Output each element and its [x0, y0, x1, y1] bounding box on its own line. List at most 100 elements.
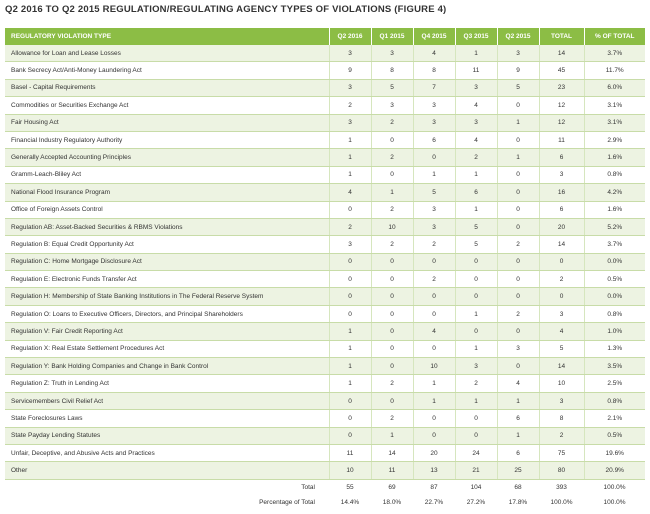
value-cell: 0.0%	[584, 253, 645, 272]
value-cell: 0	[413, 305, 456, 324]
footer-value: 55	[329, 479, 371, 495]
table-row: Other 10 11 13 21 25 80 20.9%	[5, 461, 645, 480]
value-cell: 0	[413, 409, 456, 428]
value-cell: 0	[413, 253, 456, 272]
value-cell: 2	[329, 218, 372, 237]
value-cell: 8	[413, 61, 456, 80]
value-cell: 1	[371, 427, 414, 445]
value-cell: 1	[455, 45, 498, 63]
value-cell: 11	[329, 444, 372, 463]
footer-value: 69	[371, 479, 413, 495]
value-cell: 6	[497, 444, 540, 463]
value-cell: 6	[455, 183, 498, 202]
value-cell: 0	[329, 409, 372, 428]
value-cell: 13	[413, 461, 456, 480]
value-cell: 4	[539, 322, 585, 341]
value-cell: 9	[329, 61, 372, 80]
value-cell: 0	[497, 357, 540, 376]
column-header: Q2 2015	[497, 28, 540, 45]
value-cell: 0	[455, 270, 498, 289]
value-cell: 1	[329, 166, 372, 185]
value-cell: 0	[539, 253, 585, 272]
page-title: Q2 2016 TO Q2 2015 REGULATION/REGULATING…	[5, 4, 447, 15]
table-row: Regulation X: Real Estate Settlement Pro…	[5, 340, 645, 359]
value-cell: 6	[413, 131, 456, 150]
value-cell: 45	[539, 61, 585, 80]
footer-value: 100.0%	[539, 494, 584, 510]
value-cell: 14	[539, 235, 585, 254]
value-cell: 14	[539, 357, 585, 376]
table-row: State Foreclosures Laws 0 2 0 0 6 8 2.1%	[5, 409, 645, 428]
value-cell: 3.1%	[584, 96, 645, 115]
violation-type-cell: Regulation V: Fair Credit Reporting Act	[5, 322, 330, 341]
value-cell: 3	[497, 340, 540, 359]
value-cell: 0	[455, 287, 498, 306]
violation-type-cell: Commodities or Securities Exchange Act	[5, 96, 330, 115]
value-cell: 2	[413, 270, 456, 289]
value-cell: 20	[413, 444, 456, 463]
value-cell: 21	[455, 461, 498, 480]
value-cell: 5	[413, 183, 456, 202]
value-cell: 20	[539, 218, 585, 237]
value-cell: 1	[329, 357, 372, 376]
value-cell: 0	[497, 322, 540, 341]
value-cell: 3	[371, 45, 414, 63]
footer-value: 68	[497, 479, 539, 495]
footer-value: 393	[539, 479, 584, 495]
value-cell: 1	[497, 392, 540, 411]
value-cell: 3	[329, 114, 372, 132]
violation-type-cell: Regulation H: Membership of State Bankin…	[5, 287, 330, 306]
table-body: Allowance for Loan and Lease Losses 3 3 4 1 3…	[5, 45, 645, 480]
violation-type-cell: State Payday Lending Statutes	[5, 427, 330, 445]
violation-type-cell: Servicemembers Civil Relief Act	[5, 392, 330, 411]
violation-type-cell: Regulation B: Equal Credit Opportunity A…	[5, 235, 330, 254]
table-row: Unfair, Deceptive, and Abusive Acts and …	[5, 444, 645, 463]
value-cell: 7	[413, 79, 456, 98]
value-cell: 1	[455, 340, 498, 359]
table-row: Basel - Capital Requirements 3 5 7 3 5 23 6.0%	[5, 79, 645, 98]
violation-type-cell: National Flood Insurance Program	[5, 183, 330, 202]
value-cell: 4	[455, 131, 498, 150]
value-cell: 2	[371, 201, 414, 219]
table-row: Regulation AB: Asset-Backed Securities &…	[5, 218, 645, 237]
violation-type-cell: Generally Accepted Accounting Principles	[5, 148, 330, 167]
value-cell: 2	[539, 427, 585, 445]
value-cell: 10	[329, 461, 372, 480]
violation-type-cell: Fair Housing Act	[5, 114, 330, 132]
value-cell: 0	[497, 183, 540, 202]
violation-type-cell: Regulation C: Home Mortgage Disclosure A…	[5, 253, 330, 272]
footer-value: 87	[413, 479, 455, 495]
value-cell: 0	[455, 427, 498, 445]
value-cell: 3	[413, 96, 456, 115]
table-row: Regulation E: Electronic Funds Transfer …	[5, 270, 645, 289]
column-header: % OF TOTAL	[584, 28, 645, 45]
value-cell: 11	[371, 461, 414, 480]
value-cell: 3	[497, 45, 540, 63]
table-row: Gramm-Leach-Bliley Act 1 0 1 1 0 3 0.8%	[5, 166, 645, 185]
value-cell: 4.2%	[584, 183, 645, 202]
value-cell: 2	[371, 148, 414, 167]
value-cell: 8	[371, 61, 414, 80]
value-cell: 3	[329, 45, 372, 63]
value-cell: 1	[455, 166, 498, 185]
violation-type-cell: Financial Industry Regulatory Authority	[5, 131, 330, 150]
value-cell: 19.6%	[584, 444, 645, 463]
value-cell: 5	[539, 340, 585, 359]
value-cell: 3.1%	[584, 114, 645, 132]
value-cell: 0	[329, 305, 372, 324]
value-cell: 6	[539, 201, 585, 219]
value-cell: 24	[455, 444, 498, 463]
value-cell: 6	[497, 409, 540, 428]
value-cell: 5.2%	[584, 218, 645, 237]
value-cell: 3	[371, 96, 414, 115]
value-cell: 0	[329, 392, 372, 411]
value-cell: 0	[413, 148, 456, 167]
value-cell: 1	[413, 166, 456, 185]
value-cell: 11	[455, 61, 498, 80]
table-row: Regulation C: Home Mortgage Disclosure A…	[5, 253, 645, 272]
value-cell: 0	[329, 253, 372, 272]
value-cell: 1	[371, 183, 414, 202]
value-cell: 0	[539, 287, 585, 306]
value-cell: 2	[413, 235, 456, 254]
value-cell: 3	[539, 166, 585, 185]
